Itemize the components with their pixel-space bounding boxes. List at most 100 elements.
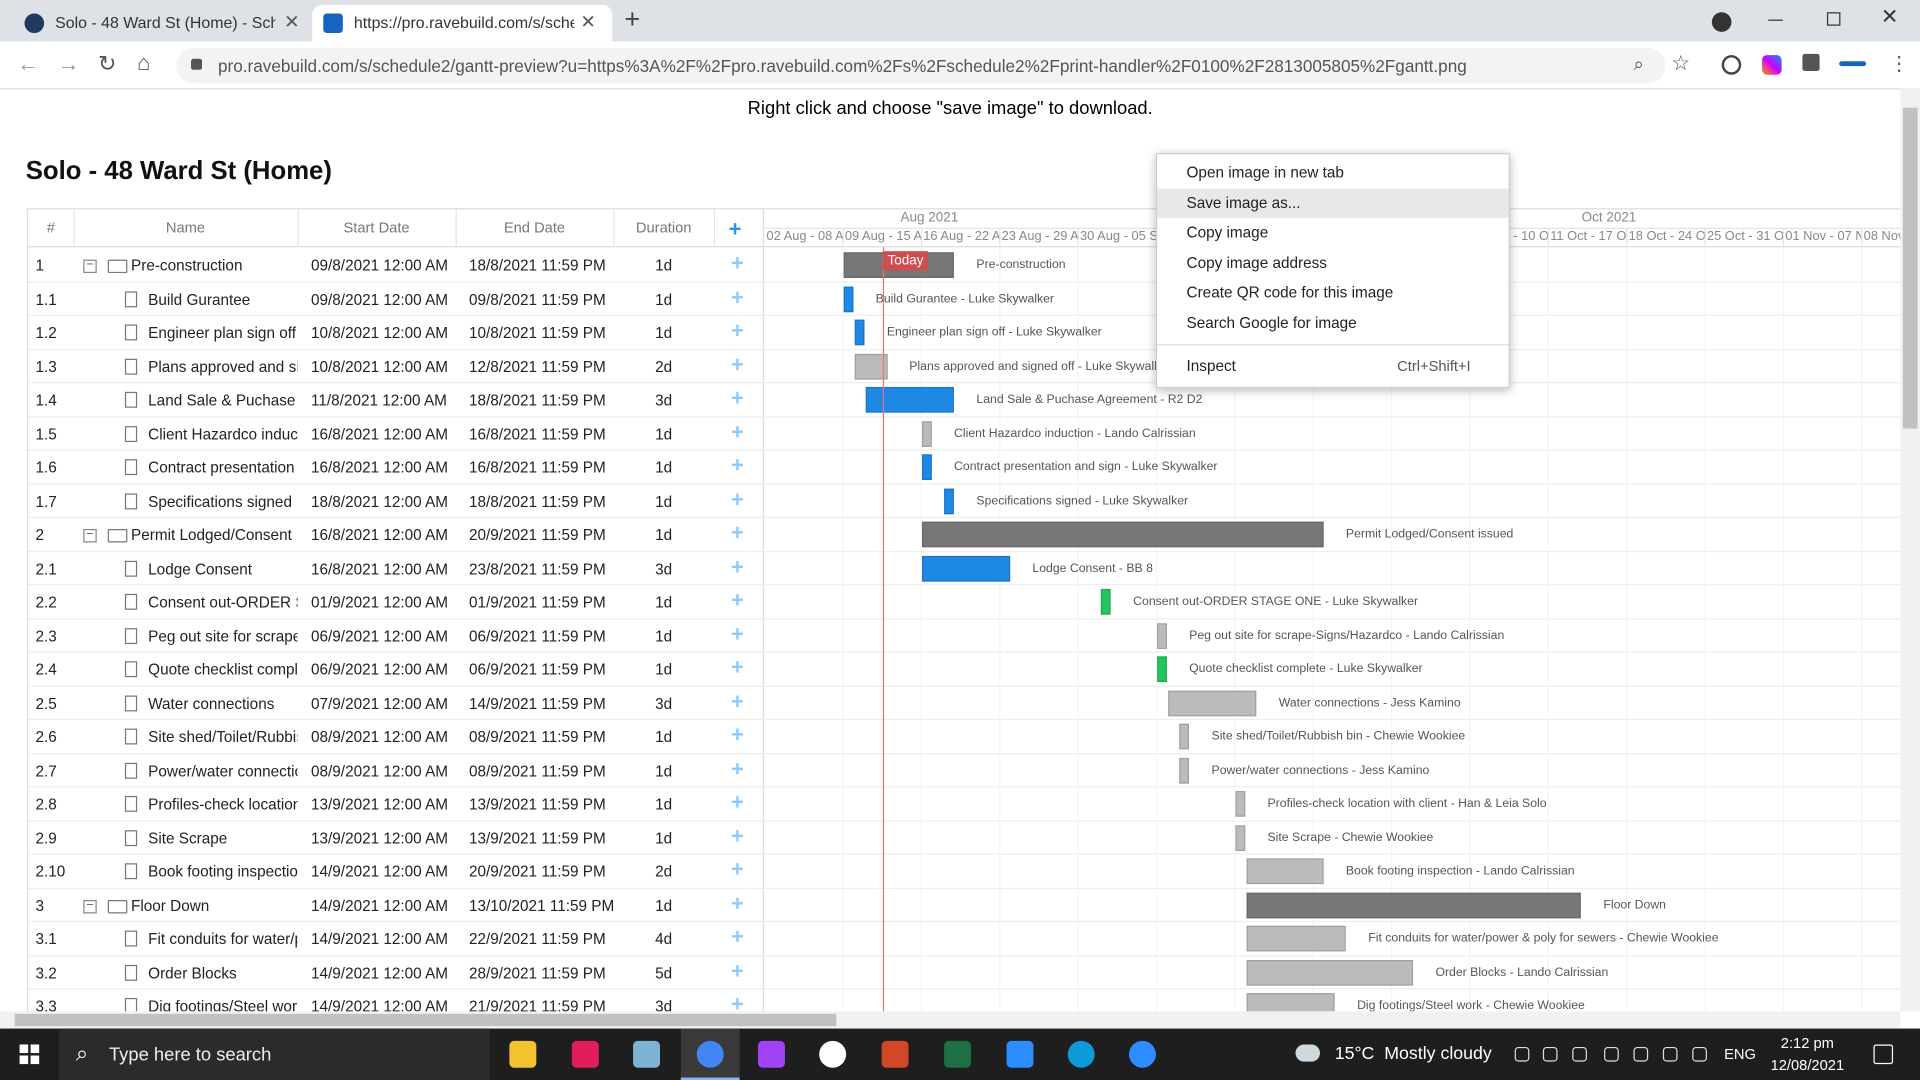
collapse-toggle[interactable]: − xyxy=(83,528,97,543)
tab-close[interactable]: ✕ xyxy=(580,12,596,34)
extension[interactable] xyxy=(1762,55,1782,75)
add-task[interactable]: + xyxy=(731,587,744,613)
reload-button[interactable]: ↻ xyxy=(97,51,117,76)
search-box[interactable]: ⌕ Type here to search xyxy=(58,1028,490,1080)
add-task[interactable]: + xyxy=(731,823,744,848)
tab[interactable]: Solo - 48 Ward St (Home) - Sche ✕ xyxy=(10,5,312,42)
add-task[interactable]: + xyxy=(731,857,744,882)
taskbar-app[interactable] xyxy=(696,1040,724,1068)
clock-time[interactable]: 2:12 pm xyxy=(1780,1034,1834,1052)
gantt-bar[interactable] xyxy=(866,386,955,413)
add-task[interactable]: + xyxy=(731,318,744,343)
bookmark-star[interactable]: ☆ xyxy=(1671,51,1691,75)
gantt-bar[interactable] xyxy=(944,487,955,514)
menu-button[interactable]: ⋮ xyxy=(1889,53,1909,75)
extensions-menu[interactable] xyxy=(1802,53,1820,72)
minimize[interactable] xyxy=(1768,19,1783,21)
taskbar-app[interactable] xyxy=(881,1040,909,1068)
gantt-bar[interactable] xyxy=(1246,993,1336,1012)
tray-icon[interactable] xyxy=(1572,1046,1587,1062)
menu-item[interactable]: Inspect Ctrl+Shift+I xyxy=(1157,354,1508,378)
taskbar-app[interactable] xyxy=(509,1040,537,1068)
taskbar-app[interactable] xyxy=(1006,1040,1034,1068)
gantt-bar[interactable] xyxy=(922,454,933,480)
profile[interactable] xyxy=(1839,61,1867,67)
gantt-bar[interactable] xyxy=(922,521,1324,548)
gantt-bar[interactable] xyxy=(1157,622,1168,649)
gantt-bar[interactable] xyxy=(1101,588,1112,615)
add-task[interactable]: + xyxy=(731,789,744,815)
add-task[interactable]: + xyxy=(731,284,744,310)
add-task[interactable]: + xyxy=(731,520,744,545)
gantt-bar[interactable] xyxy=(1157,656,1168,683)
tray-icon[interactable] xyxy=(1692,1046,1707,1062)
forward-button[interactable]: → xyxy=(57,51,80,76)
add-task[interactable]: + xyxy=(731,352,744,377)
gantt-bar[interactable] xyxy=(1168,690,1257,716)
add-task[interactable]: + xyxy=(731,621,744,646)
gantt-bar[interactable] xyxy=(922,420,933,447)
tray-icon[interactable] xyxy=(1542,1046,1558,1062)
taskbar-app[interactable] xyxy=(944,1040,972,1068)
menu-item[interactable]: Copy image xyxy=(1157,218,1508,247)
restore[interactable] xyxy=(1826,12,1841,26)
taskbar-app[interactable] xyxy=(571,1040,599,1068)
start-button[interactable] xyxy=(19,1044,40,1065)
menu-item[interactable]: Copy image address xyxy=(1157,248,1508,277)
add-task[interactable]: + xyxy=(731,419,744,444)
add-task[interactable]: + xyxy=(731,453,744,478)
menu-item[interactable]: Create QR code for this image xyxy=(1157,278,1508,307)
gantt-bar[interactable] xyxy=(854,353,888,379)
tab-active[interactable]: https://pro.ravebuild.com/s/sche ✕ xyxy=(312,4,613,42)
omnibox[interactable]: pro.ravebuild.com/s/schedule2/gantt-prev… xyxy=(176,47,1666,84)
gantt-bar[interactable] xyxy=(1179,757,1190,784)
collapse-toggle[interactable]: − xyxy=(83,259,97,274)
menu-item[interactable]: Search Google for image xyxy=(1157,308,1508,337)
notifications[interactable] xyxy=(1873,1044,1894,1065)
gantt-bar[interactable] xyxy=(854,319,865,346)
taskbar-app[interactable] xyxy=(633,1040,660,1068)
add-task[interactable]: + xyxy=(731,486,744,512)
add-task[interactable]: + xyxy=(731,958,744,983)
scroll-thumb[interactable] xyxy=(1902,107,1918,429)
collapse-toggle[interactable]: − xyxy=(83,899,97,913)
add-task[interactable]: + xyxy=(731,385,744,411)
tray-icon[interactable] xyxy=(1662,1046,1678,1062)
gantt-bar[interactable] xyxy=(1246,925,1347,952)
taskbar-app[interactable] xyxy=(757,1040,785,1068)
close-window[interactable]: ✕ xyxy=(1880,4,1899,29)
menu-item[interactable]: Open image in new tab xyxy=(1157,158,1508,187)
tray-icon[interactable] xyxy=(1633,1046,1649,1062)
add-task[interactable]: + xyxy=(731,554,744,579)
taskbar-app[interactable] xyxy=(1128,1040,1156,1068)
zoom-icon[interactable]: ⌕ xyxy=(1633,53,1644,75)
back-button[interactable]: ← xyxy=(17,51,40,76)
home-button[interactable]: ⌂ xyxy=(137,50,151,75)
taskbar-app[interactable] xyxy=(1067,1040,1095,1068)
tray-icon[interactable] xyxy=(1604,1046,1619,1062)
menu-item[interactable]: Save image as... xyxy=(1157,187,1509,218)
add-task[interactable]: + xyxy=(731,756,744,781)
gantt-bar[interactable] xyxy=(1179,723,1190,750)
scroll-thumb[interactable] xyxy=(14,1013,837,1027)
tray-icon[interactable] xyxy=(1514,1046,1530,1062)
new-tab[interactable]: + xyxy=(624,3,641,35)
add-task[interactable]: + xyxy=(731,688,744,714)
language[interactable]: ENG xyxy=(1724,1045,1756,1063)
tab-close[interactable]: ✕ xyxy=(284,12,300,34)
add-task[interactable]: + xyxy=(731,722,744,747)
gantt-bar[interactable] xyxy=(1246,858,1324,885)
extension[interactable] xyxy=(1721,55,1742,75)
add-task[interactable]: + xyxy=(731,991,744,1012)
gantt-bar[interactable] xyxy=(922,555,1011,582)
taskbar-app[interactable] xyxy=(819,1040,847,1068)
clock-date[interactable]: 12/08/2021 xyxy=(1770,1056,1845,1074)
add-task[interactable]: + xyxy=(731,890,744,916)
gantt-bar[interactable] xyxy=(1246,959,1414,986)
gantt-bar[interactable] xyxy=(1235,824,1246,851)
gantt-bar[interactable] xyxy=(1246,892,1582,918)
add-task[interactable]: + xyxy=(731,924,744,949)
weather[interactable]: 15°C Mostly cloudy xyxy=(1334,1044,1492,1065)
tab-search[interactable] xyxy=(1711,12,1732,32)
gantt-bar[interactable] xyxy=(843,285,854,312)
